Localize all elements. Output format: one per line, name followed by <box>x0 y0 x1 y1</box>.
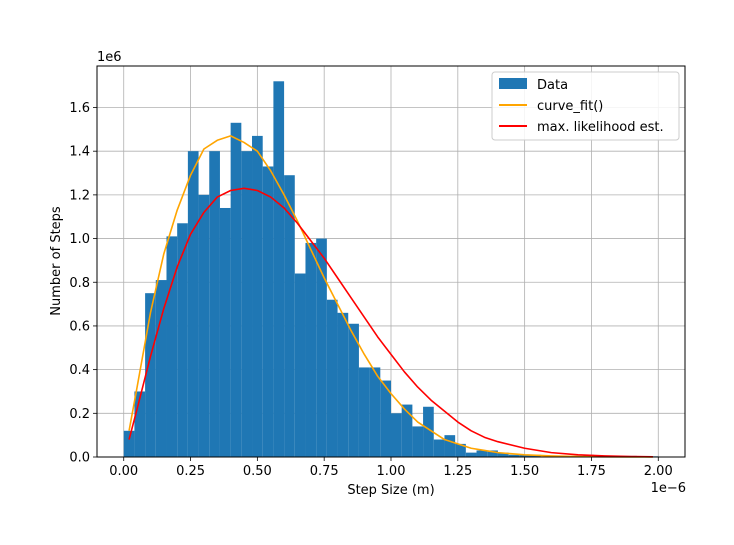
y-tick-label: 1.2 <box>69 188 90 203</box>
histogram-bar <box>455 443 466 457</box>
y-tick-label: 0.2 <box>69 407 90 422</box>
x-tick-label: 1.75 <box>577 464 606 479</box>
x-scale-label: 1e−6 <box>651 481 686 496</box>
y-tick-label: 0.0 <box>69 451 90 466</box>
y-axis-label: Number of Steps <box>49 206 64 316</box>
legend-label-mle: max. likelihood est. <box>537 120 664 135</box>
legend: Data curve_fit() max. likelihood est. <box>491 71 680 141</box>
histogram-bar <box>145 293 156 457</box>
histogram-bar <box>326 299 338 457</box>
histogram-bar <box>444 435 456 457</box>
histogram-bar <box>187 151 199 457</box>
histogram-bar <box>166 236 178 457</box>
y-scale-label: 1e6 <box>97 50 122 65</box>
histogram-bar <box>177 223 188 457</box>
x-tick-label: 0.75 <box>310 464 339 479</box>
histogram-bar <box>358 367 370 457</box>
histogram-bar <box>219 207 231 457</box>
histogram-bar <box>412 426 424 457</box>
curve-fit-line <box>128 135 653 458</box>
histogram-bar <box>198 194 210 458</box>
histogram-bar <box>294 273 306 457</box>
histogram-bar <box>134 391 146 457</box>
fit-lines <box>128 135 653 458</box>
x-tick-label: 1.25 <box>443 464 472 479</box>
x-tick-label: 1.00 <box>377 464 406 479</box>
x-tick-label: 0.50 <box>243 464 272 479</box>
axis-ticks: 0.00 0.25 0.50 0.75 1.00 1.25 1.50 1.75 2.00 0.0 0… <box>69 101 672 479</box>
histogram-bar <box>316 238 327 457</box>
x-axis-label: Step Size (m) <box>347 483 434 498</box>
y-tick-label: 0.6 <box>69 319 90 334</box>
histogram-bar <box>252 135 263 457</box>
histogram-bar <box>369 367 381 457</box>
histogram-bar <box>465 452 477 457</box>
histogram-bar <box>508 454 520 457</box>
legend-swatch-data <box>499 78 527 89</box>
histogram-bars <box>123 81 659 458</box>
x-tick-label: 1.50 <box>510 464 539 479</box>
histogram-bar <box>348 323 359 457</box>
mle-line <box>128 187 653 458</box>
histogram-bar <box>262 166 274 457</box>
histogram-bar <box>487 450 498 457</box>
histogram-bar <box>230 122 242 457</box>
x-tick-label: 0.00 <box>109 464 138 479</box>
histogram-bar <box>337 312 349 457</box>
y-tick-label: 0.4 <box>69 363 90 378</box>
y-tick-label: 1.6 <box>69 101 90 116</box>
histogram-bar <box>284 175 295 457</box>
histogram-bar <box>380 380 391 457</box>
histogram-bar <box>433 439 445 457</box>
legend-box <box>491 71 680 141</box>
histogram-bar <box>123 430 135 457</box>
histogram-bar <box>209 151 220 457</box>
histogram-bar <box>401 404 413 457</box>
histogram-bar <box>305 242 317 457</box>
histogram-bar <box>391 413 402 457</box>
legend-label-curve-fit: curve_fit() <box>537 99 603 114</box>
histogram-bar <box>423 406 434 457</box>
histogram-bar <box>519 454 530 457</box>
histogram-bar <box>155 280 167 457</box>
y-tick-label: 1.0 <box>69 232 90 247</box>
histogram-bar <box>476 450 488 457</box>
y-tick-label: 1.4 <box>69 145 90 160</box>
histogram-bar <box>497 452 509 457</box>
x-tick-label: 2.00 <box>644 464 673 479</box>
x-tick-label: 0.25 <box>176 464 205 479</box>
y-tick-label: 0.8 <box>69 276 90 291</box>
legend-label-data: Data <box>537 78 568 93</box>
histogram-bar <box>273 81 285 458</box>
histogram-bar <box>241 151 253 457</box>
